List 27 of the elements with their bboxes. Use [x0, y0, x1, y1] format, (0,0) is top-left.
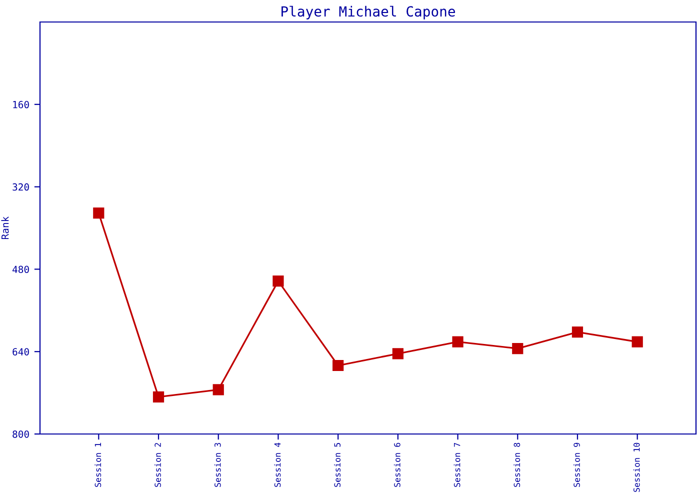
x-tick-label: Session 2 — [154, 443, 161, 487]
point — [572, 326, 584, 338]
point — [332, 360, 344, 372]
point — [152, 391, 164, 402]
point — [272, 275, 284, 287]
point — [632, 336, 643, 348]
point — [392, 348, 404, 360]
y-tick-label: 320 — [12, 183, 29, 191]
point — [452, 336, 464, 348]
x-tick-label: Session 8 — [514, 442, 520, 487]
chart-title: Player Michael Capone — [282, 6, 455, 20]
y-axis-title: Rank — [1, 216, 9, 240]
y-tick-label: 640 — [12, 348, 29, 356]
x-tick-label: Session 7 — [454, 442, 460, 487]
point — [212, 384, 224, 396]
y-tick-label: 800 — [12, 430, 29, 438]
y-tick-label: 160 — [13, 100, 29, 108]
x-tick-label: Session 3 — [214, 442, 221, 487]
y-tick-label: 480 — [12, 266, 29, 274]
x-tick-label: Session 9 — [573, 442, 580, 487]
x-tick-label: Session 6 — [394, 442, 400, 487]
x-tick-label: Session 10 — [633, 442, 640, 492]
point — [512, 342, 524, 354]
x-tick-label: Session 4 — [274, 442, 281, 487]
point — [93, 208, 104, 219]
x-tick-label: Session 5 — [334, 443, 341, 487]
x-tick-label: Session 1 — [94, 442, 102, 487]
